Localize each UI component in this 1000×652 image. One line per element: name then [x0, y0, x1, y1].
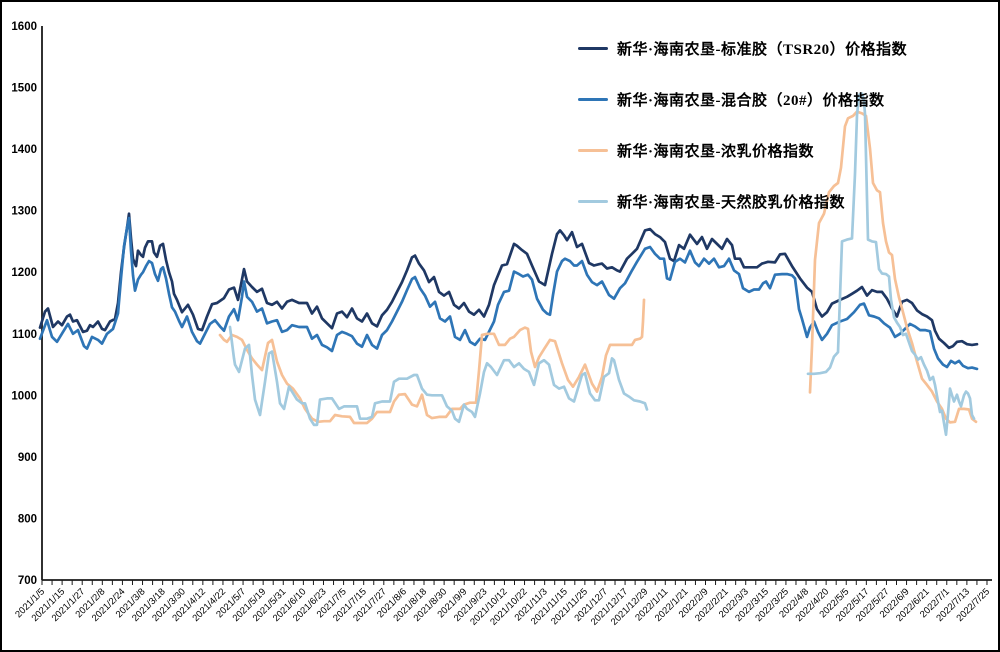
y-axis-tick-label: 1300: [11, 206, 37, 218]
y-axis-tick-label: 1100: [12, 329, 37, 341]
legend-label: 新华·海南农垦-天然胶乳价格指数: [617, 194, 845, 211]
legend-label: 新华·海南农垦-浓乳价格指数: [617, 143, 814, 160]
legend-swatch: [578, 148, 608, 152]
y-axis-tick-label: 900: [18, 452, 37, 464]
legend-swatch: [578, 199, 608, 203]
y-axis-tick-label: 1200: [11, 267, 37, 279]
legend-item-mixed-rubber: 新华·海南农垦-混合胶（20#）价格指数: [578, 89, 918, 109]
y-axis-tick-label: 1000: [11, 390, 37, 402]
series-line-3: [228, 325, 649, 427]
series-line-1: [38, 216, 979, 371]
y-axis-tick-label: 800: [18, 513, 37, 525]
legend-item-tsr20: 新华·海南农垦-标准胶（TSR20）价格指数: [578, 38, 918, 58]
y-axis-tick-label: 700: [18, 575, 37, 587]
series-line-3: [806, 92, 976, 437]
legend-item-concentrated-latex: 新华·海南农垦-浓乳价格指数: [578, 140, 918, 160]
legend-swatch: [578, 97, 608, 101]
legend-item-natural-latex: 新华·海南农垦-天然胶乳价格指数: [578, 191, 918, 211]
chart-legend: 新华·海南农垦-标准胶（TSR20）价格指数 新华·海南农垦-混合胶（20#）价…: [578, 38, 918, 242]
series-line-0: [38, 212, 979, 350]
legend-label: 新华·海南农垦-混合胶（20#）价格指数: [617, 92, 885, 109]
legend-label: 新华·海南农垦-标准胶（TSR20）价格指数: [617, 41, 908, 58]
series-line-2: [218, 298, 646, 425]
legend-swatch: [578, 46, 608, 50]
y-axis-tick-label: 1500: [11, 83, 37, 95]
y-axis-tick-label: 1400: [11, 144, 37, 156]
y-axis-tick-label: 1600: [11, 21, 37, 33]
